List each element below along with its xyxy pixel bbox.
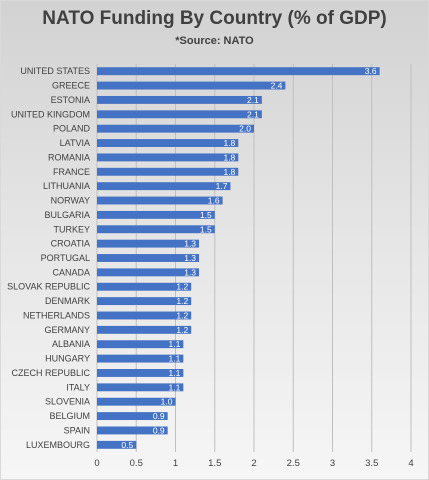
category-label: LUXEMBOURG (26, 440, 90, 450)
bar-value-label: 0.9 (153, 411, 165, 421)
bar (97, 167, 239, 176)
category-label: GREECE (52, 81, 90, 91)
bar-value-label: 2.4 (271, 81, 283, 91)
x-tick-label: 3.5 (365, 458, 378, 469)
bar (97, 95, 262, 104)
bar-value-label: 1.3 (184, 267, 196, 277)
bar (97, 139, 239, 147)
bar-value-label: 1.1 (169, 382, 181, 392)
x-tick-label: 0.5 (130, 458, 143, 469)
bar (97, 124, 254, 133)
category-labels: UNITED STATES GREECE ESTONIA UNITED KINGDOM… (7, 66, 90, 450)
bar (97, 182, 231, 191)
x-tick-label: 2 (251, 458, 256, 469)
bar (97, 340, 184, 349)
bar (97, 81, 286, 90)
bar-value-label: 1.1 (169, 354, 181, 364)
bar-value-label: 2.1 (247, 95, 259, 105)
bar-value-label: 1.1 (169, 339, 181, 349)
bar (97, 297, 192, 306)
x-tick-label: 3 (330, 458, 335, 469)
bar (97, 153, 239, 162)
x-tick-label: 2.5 (287, 458, 300, 469)
bar-value-label: 1.2 (176, 282, 188, 292)
chart-title: NATO Funding By Country (% of GDP) (42, 8, 387, 29)
bars: 3.6 2.4 2.1 2.1 2.0 1.8 1.8 1.8 1.7 1.6 1.5 1.5 1.3 1… (97, 66, 380, 450)
category-label: BELGIUM (49, 411, 90, 421)
x-tick-label: 1 (173, 458, 178, 469)
bar (97, 268, 200, 277)
bar (97, 110, 262, 119)
category-label: ITALY (66, 382, 90, 392)
category-label: NETHERLANDS (23, 310, 90, 320)
category-label: ESTONIA (51, 95, 90, 105)
bar-value-label: 1.3 (184, 239, 196, 249)
category-label: POLAND (53, 124, 91, 134)
category-label: PORTUGAL (41, 253, 90, 263)
category-label: HUNGARY (45, 354, 90, 364)
bar (97, 239, 200, 248)
bar-value-label: 1.2 (176, 325, 188, 335)
category-label: LITHUANIA (43, 181, 90, 191)
category-label: SLOVENIA (45, 397, 90, 407)
category-label: LATVIA (60, 138, 90, 148)
bar-value-label: 1.8 (223, 167, 235, 177)
bar (97, 282, 192, 291)
bar-value-label: 1.1 (169, 368, 181, 378)
bar (97, 369, 184, 377)
bar-value-label: 3.6 (365, 66, 377, 76)
bar (97, 426, 168, 435)
bar (97, 210, 215, 219)
bar-value-label: 1.0 (161, 397, 173, 407)
category-label: NORWAY (51, 196, 90, 206)
bar (97, 196, 223, 205)
category-label: ALBANIA (52, 339, 90, 349)
bar-value-label: 1.7 (216, 181, 228, 191)
category-label: DENMARK (45, 296, 90, 306)
category-label: CANADA (52, 267, 90, 277)
bar-value-label: 1.3 (184, 253, 196, 263)
bar-value-label: 1.8 (223, 152, 235, 162)
bar-value-label: 1.8 (223, 138, 235, 148)
bar-value-label: 1.5 (200, 224, 212, 234)
category-label: TURKEY (53, 224, 90, 234)
bar (97, 440, 137, 449)
category-label: SLOVAK REPUBLIC (7, 282, 90, 292)
bar (97, 325, 192, 334)
bar (97, 412, 168, 421)
category-label: GERMANY (44, 325, 90, 335)
category-label: FRANCE (53, 167, 90, 177)
bar (97, 397, 176, 406)
bar-value-label: 1.6 (208, 196, 220, 206)
bar-value-label: 1.2 (176, 310, 188, 320)
bar (97, 383, 184, 392)
category-label: UNITED STATES (20, 66, 90, 76)
category-label: UNITED KINGDOM (11, 109, 90, 119)
bar (97, 225, 215, 234)
bar (97, 67, 380, 76)
chart-subtitle: *Source: NATO (175, 35, 254, 47)
bar (97, 254, 200, 262)
bar-value-label: 1.2 (176, 296, 188, 306)
bar-value-label: 2.1 (247, 109, 259, 119)
category-label: ROMANIA (48, 152, 90, 162)
category-label: CZECH REPUBLIC (11, 368, 90, 378)
bar-value-label: 0.5 (121, 440, 133, 450)
x-axis-ticks: 0 0.5 1 1.5 2 2.5 3 3.5 4 (94, 458, 413, 469)
x-tick-label: 4 (408, 458, 413, 469)
bar-value-label: 0.9 (153, 425, 165, 435)
bar (97, 311, 192, 320)
category-label: CROATIA (51, 239, 90, 249)
bar-value-label: 1.5 (200, 210, 212, 220)
category-label: SPAIN (64, 425, 90, 435)
bar (97, 354, 184, 363)
category-label: BULGARIA (44, 210, 90, 220)
x-tick-label: 1.5 (208, 458, 221, 469)
x-tick-label: 0 (94, 458, 99, 469)
bar-value-label: 2.0 (239, 124, 251, 134)
